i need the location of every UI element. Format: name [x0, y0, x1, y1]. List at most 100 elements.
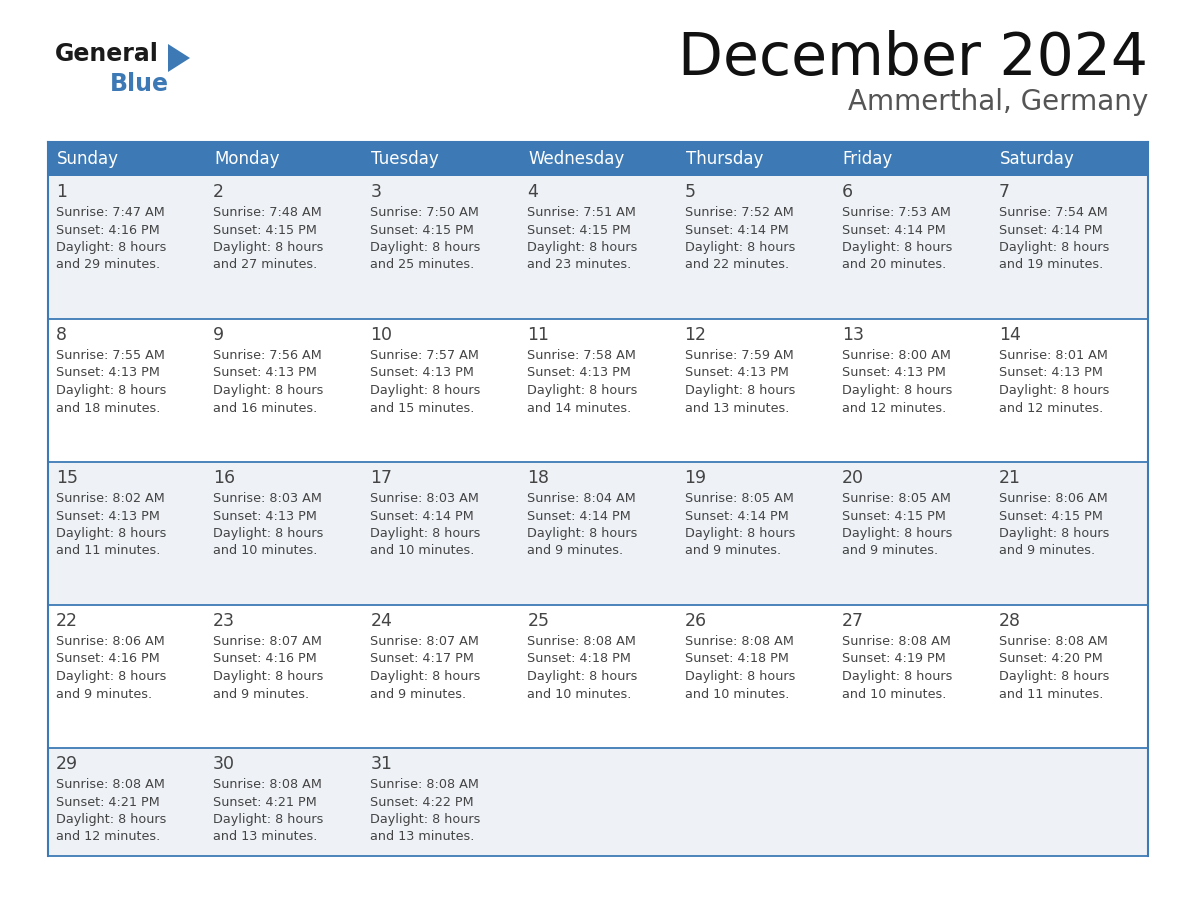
- Text: Sunrise: 8:07 AM: Sunrise: 8:07 AM: [213, 635, 322, 648]
- Text: Sunset: 4:13 PM: Sunset: 4:13 PM: [842, 366, 946, 379]
- Text: 10: 10: [371, 326, 392, 344]
- Text: Sunrise: 7:58 AM: Sunrise: 7:58 AM: [527, 349, 637, 362]
- Text: Sunrise: 7:47 AM: Sunrise: 7:47 AM: [56, 206, 165, 219]
- Text: 28: 28: [999, 612, 1020, 630]
- Bar: [48, 142, 1148, 176]
- Text: 24: 24: [371, 612, 392, 630]
- Text: Daylight: 8 hours: Daylight: 8 hours: [56, 527, 166, 540]
- Text: and 14 minutes.: and 14 minutes.: [527, 401, 632, 415]
- Text: Sunrise: 8:08 AM: Sunrise: 8:08 AM: [684, 635, 794, 648]
- Text: and 9 minutes.: and 9 minutes.: [213, 688, 309, 700]
- Text: 21: 21: [999, 469, 1020, 487]
- Text: Sunrise: 8:01 AM: Sunrise: 8:01 AM: [999, 349, 1107, 362]
- Text: Sunrise: 8:00 AM: Sunrise: 8:00 AM: [842, 349, 950, 362]
- Text: Sunset: 4:15 PM: Sunset: 4:15 PM: [527, 223, 631, 237]
- Text: Sunset: 4:14 PM: Sunset: 4:14 PM: [842, 223, 946, 237]
- Text: Sunset: 4:15 PM: Sunset: 4:15 PM: [842, 509, 946, 522]
- Text: and 11 minutes.: and 11 minutes.: [56, 544, 160, 557]
- Text: Sunset: 4:18 PM: Sunset: 4:18 PM: [684, 653, 789, 666]
- Text: Daylight: 8 hours: Daylight: 8 hours: [684, 670, 795, 683]
- Text: and 13 minutes.: and 13 minutes.: [684, 401, 789, 415]
- Text: and 13 minutes.: and 13 minutes.: [213, 831, 317, 844]
- Text: Sunrise: 7:59 AM: Sunrise: 7:59 AM: [684, 349, 794, 362]
- Text: Daylight: 8 hours: Daylight: 8 hours: [842, 241, 952, 254]
- Text: Daylight: 8 hours: Daylight: 8 hours: [371, 241, 481, 254]
- Text: 17: 17: [371, 469, 392, 487]
- Text: Saturday: Saturday: [1000, 150, 1075, 168]
- Text: Sunset: 4:18 PM: Sunset: 4:18 PM: [527, 653, 631, 666]
- Text: and 9 minutes.: and 9 minutes.: [371, 688, 467, 700]
- Text: 5: 5: [684, 183, 695, 201]
- Text: Sunrise: 8:06 AM: Sunrise: 8:06 AM: [56, 635, 165, 648]
- Text: Sunset: 4:22 PM: Sunset: 4:22 PM: [371, 796, 474, 809]
- Text: Sunrise: 8:08 AM: Sunrise: 8:08 AM: [213, 778, 322, 791]
- Text: and 13 minutes.: and 13 minutes.: [371, 831, 475, 844]
- Text: and 20 minutes.: and 20 minutes.: [842, 259, 946, 272]
- Text: and 12 minutes.: and 12 minutes.: [999, 401, 1104, 415]
- Text: Daylight: 8 hours: Daylight: 8 hours: [213, 813, 323, 826]
- Text: and 19 minutes.: and 19 minutes.: [999, 259, 1104, 272]
- Text: Daylight: 8 hours: Daylight: 8 hours: [56, 670, 166, 683]
- Text: and 11 minutes.: and 11 minutes.: [999, 688, 1104, 700]
- Text: and 10 minutes.: and 10 minutes.: [684, 688, 789, 700]
- Text: Sunrise: 7:54 AM: Sunrise: 7:54 AM: [999, 206, 1107, 219]
- Text: and 27 minutes.: and 27 minutes.: [213, 259, 317, 272]
- Text: and 9 minutes.: and 9 minutes.: [842, 544, 937, 557]
- Text: 8: 8: [56, 326, 67, 344]
- Text: Daylight: 8 hours: Daylight: 8 hours: [999, 670, 1110, 683]
- Text: Sunset: 4:21 PM: Sunset: 4:21 PM: [56, 796, 159, 809]
- Text: Monday: Monday: [214, 150, 279, 168]
- Text: 3: 3: [371, 183, 381, 201]
- Text: Sunset: 4:13 PM: Sunset: 4:13 PM: [999, 366, 1102, 379]
- Text: Sunset: 4:21 PM: Sunset: 4:21 PM: [213, 796, 317, 809]
- Text: 12: 12: [684, 326, 707, 344]
- Text: Wednesday: Wednesday: [529, 150, 625, 168]
- Text: Sunrise: 7:50 AM: Sunrise: 7:50 AM: [371, 206, 479, 219]
- Text: Daylight: 8 hours: Daylight: 8 hours: [842, 384, 952, 397]
- Text: Sunrise: 8:06 AM: Sunrise: 8:06 AM: [999, 492, 1107, 505]
- Text: Daylight: 8 hours: Daylight: 8 hours: [684, 527, 795, 540]
- Text: 11: 11: [527, 326, 549, 344]
- Text: Sunrise: 7:52 AM: Sunrise: 7:52 AM: [684, 206, 794, 219]
- Bar: [48, 462, 1148, 605]
- Text: and 29 minutes.: and 29 minutes.: [56, 259, 160, 272]
- Text: Sunset: 4:13 PM: Sunset: 4:13 PM: [684, 366, 789, 379]
- Text: Ammerthal, Germany: Ammerthal, Germany: [848, 88, 1148, 116]
- Text: 16: 16: [213, 469, 235, 487]
- Text: Sunset: 4:13 PM: Sunset: 4:13 PM: [213, 366, 317, 379]
- Text: Sunday: Sunday: [57, 150, 119, 168]
- Text: Sunrise: 7:51 AM: Sunrise: 7:51 AM: [527, 206, 637, 219]
- Text: and 15 minutes.: and 15 minutes.: [371, 401, 475, 415]
- Text: Sunrise: 7:57 AM: Sunrise: 7:57 AM: [371, 349, 479, 362]
- Text: 27: 27: [842, 612, 864, 630]
- Text: 25: 25: [527, 612, 549, 630]
- Text: Daylight: 8 hours: Daylight: 8 hours: [371, 384, 481, 397]
- Text: Sunset: 4:14 PM: Sunset: 4:14 PM: [684, 509, 789, 522]
- Text: Sunset: 4:13 PM: Sunset: 4:13 PM: [56, 509, 160, 522]
- Text: 4: 4: [527, 183, 538, 201]
- Text: 7: 7: [999, 183, 1010, 201]
- Text: Daylight: 8 hours: Daylight: 8 hours: [56, 384, 166, 397]
- Text: 19: 19: [684, 469, 707, 487]
- Text: Sunset: 4:16 PM: Sunset: 4:16 PM: [56, 223, 159, 237]
- Text: Sunrise: 8:07 AM: Sunrise: 8:07 AM: [371, 635, 479, 648]
- Text: Sunrise: 8:03 AM: Sunrise: 8:03 AM: [371, 492, 479, 505]
- Text: and 16 minutes.: and 16 minutes.: [213, 401, 317, 415]
- Text: Daylight: 8 hours: Daylight: 8 hours: [842, 527, 952, 540]
- Text: and 12 minutes.: and 12 minutes.: [56, 831, 160, 844]
- Text: 20: 20: [842, 469, 864, 487]
- Text: Sunrise: 8:08 AM: Sunrise: 8:08 AM: [527, 635, 637, 648]
- Polygon shape: [168, 44, 190, 72]
- Text: and 9 minutes.: and 9 minutes.: [999, 544, 1095, 557]
- Text: Sunrise: 8:05 AM: Sunrise: 8:05 AM: [684, 492, 794, 505]
- Text: and 9 minutes.: and 9 minutes.: [527, 544, 624, 557]
- Text: Sunrise: 8:05 AM: Sunrise: 8:05 AM: [842, 492, 950, 505]
- Text: Sunrise: 8:02 AM: Sunrise: 8:02 AM: [56, 492, 165, 505]
- Text: Sunset: 4:13 PM: Sunset: 4:13 PM: [371, 366, 474, 379]
- Text: and 22 minutes.: and 22 minutes.: [684, 259, 789, 272]
- Text: General: General: [55, 42, 159, 66]
- Text: Sunrise: 7:55 AM: Sunrise: 7:55 AM: [56, 349, 165, 362]
- Text: Daylight: 8 hours: Daylight: 8 hours: [999, 384, 1110, 397]
- Text: and 10 minutes.: and 10 minutes.: [213, 544, 317, 557]
- Text: Sunset: 4:15 PM: Sunset: 4:15 PM: [213, 223, 317, 237]
